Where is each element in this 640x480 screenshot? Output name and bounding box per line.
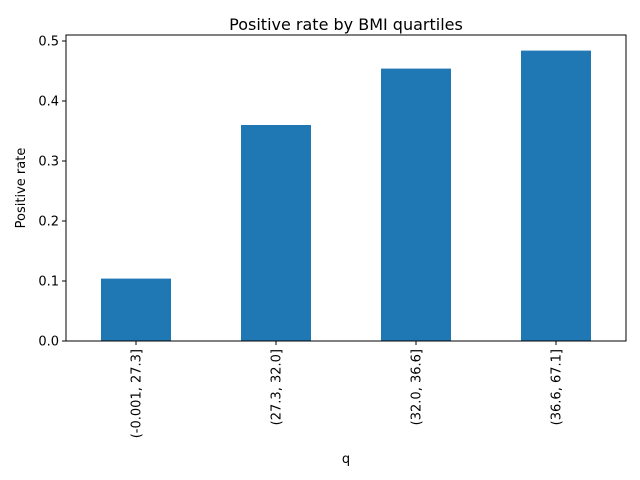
y-tick-label: 0.1 — [38, 275, 59, 290]
x-tick-label: (36.6, 67.1] — [550, 349, 565, 425]
bar — [521, 50, 591, 341]
x-tick-label: (-0.001, 27.3] — [130, 349, 145, 438]
x-axis-label: q — [342, 452, 350, 467]
x-tick-label: (27.3, 32.0] — [270, 349, 285, 425]
x-tick-label: (32.0, 36.6] — [410, 349, 425, 425]
bar — [381, 68, 451, 341]
chart-title: Positive rate by BMI quartiles — [229, 15, 463, 34]
y-tick-label: 0.3 — [38, 155, 59, 170]
y-tick-label: 0.4 — [38, 95, 59, 110]
plot-frame — [65, 34, 627, 342]
y-tick-label: 0.5 — [38, 35, 59, 50]
y-axis-label: Positive rate — [14, 148, 29, 229]
bars — [101, 50, 591, 341]
y-tick-label: 0.0 — [38, 335, 59, 350]
y-tick-label: 0.2 — [38, 215, 59, 230]
x-ticks: (-0.001, 27.3] (27.3, 32.0] (32.0, 36.6] (3… — [130, 341, 565, 438]
y-ticks: 0.0 0.1 0.2 0.3 0.4 0.5 — [38, 35, 66, 350]
bar — [101, 278, 171, 341]
bar — [241, 125, 311, 341]
